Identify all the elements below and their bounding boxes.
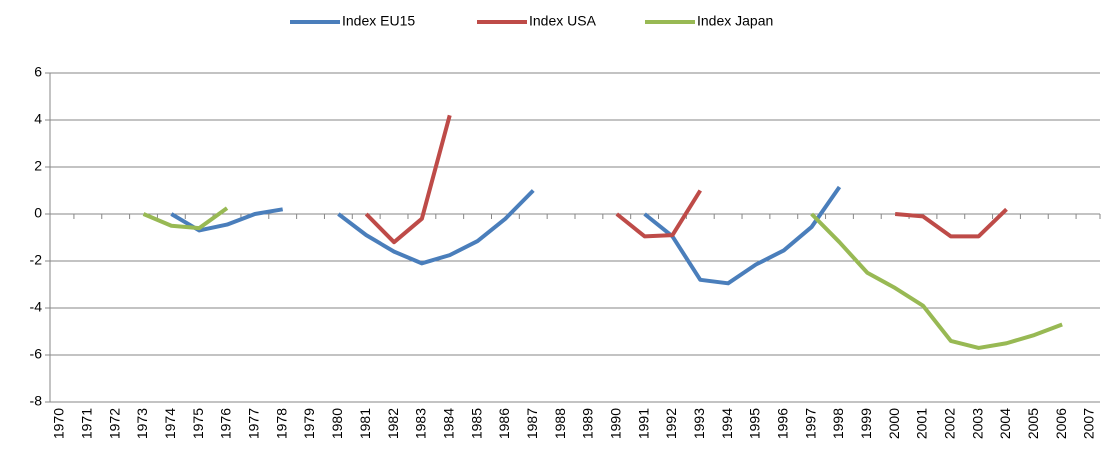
series-line (142, 206, 1063, 350)
x-tick-label: 1995 (747, 408, 763, 439)
x-tick-label: 1983 (413, 408, 429, 439)
y-tick-label: 6 (34, 64, 42, 80)
legend-label: Index EU15 (342, 13, 415, 29)
x-tick-label: 1971 (79, 408, 95, 439)
x-tick-label: 1975 (190, 408, 206, 439)
legend-label: Index Japan (697, 13, 773, 29)
x-tick-label: 1998 (830, 408, 846, 439)
x-tick-label: 2004 (997, 408, 1013, 439)
series-line (364, 114, 1008, 245)
x-tick-label: 2005 (1025, 408, 1041, 439)
x-tick-label: 1974 (162, 408, 178, 439)
x-tick-label: 1993 (691, 408, 707, 439)
x-tick-label: 1991 (635, 408, 651, 439)
x-tick-label: 2001 (914, 408, 930, 439)
x-tick-label: 2006 (1053, 408, 1069, 439)
x-tick-label: 1988 (552, 408, 568, 439)
x-tick-label: 1980 (329, 408, 345, 439)
x-tick-label: 2002 (942, 408, 958, 439)
y-tick-label: -2 (30, 252, 43, 268)
x-tick-label: 1996 (774, 408, 790, 439)
x-tick-label: 1992 (663, 408, 679, 439)
x-tick-label: 1987 (524, 408, 540, 439)
x-tick-label: 1984 (440, 408, 456, 439)
y-tick-label: -8 (30, 393, 43, 409)
y-tick-label: 0 (34, 205, 42, 221)
x-tick-label: 1997 (802, 408, 818, 439)
x-tick-label: 1994 (719, 408, 735, 439)
x-tick-label: 1985 (468, 408, 484, 439)
x-tick-label: 1978 (273, 408, 289, 439)
x-tick-label: 2007 (1081, 408, 1097, 439)
y-tick-label: -4 (30, 299, 43, 315)
x-tick-label: 1986 (496, 408, 512, 439)
series-line (170, 185, 842, 286)
x-tick-label: 2000 (886, 408, 902, 439)
x-tick-label: 1989 (580, 408, 596, 439)
x-tick-label: 1972 (106, 408, 122, 439)
x-tick-label: 1979 (301, 408, 317, 439)
x-tick-label: 1973 (134, 408, 150, 439)
x-tick-label: 1982 (385, 408, 401, 439)
x-tick-label: 1977 (246, 408, 262, 439)
x-tick-label: 1990 (607, 408, 623, 439)
y-tick-label: 4 (34, 111, 42, 127)
x-tick-label: 1976 (218, 408, 234, 439)
x-tick-label: 1981 (357, 408, 373, 439)
y-tick-label: 2 (34, 158, 42, 174)
y-tick-label: -6 (30, 346, 43, 362)
x-tick-label: 2003 (969, 408, 985, 439)
legend-label: Index USA (529, 13, 597, 29)
x-tick-label: 1999 (858, 408, 874, 439)
x-tick-label: 1970 (51, 408, 67, 439)
